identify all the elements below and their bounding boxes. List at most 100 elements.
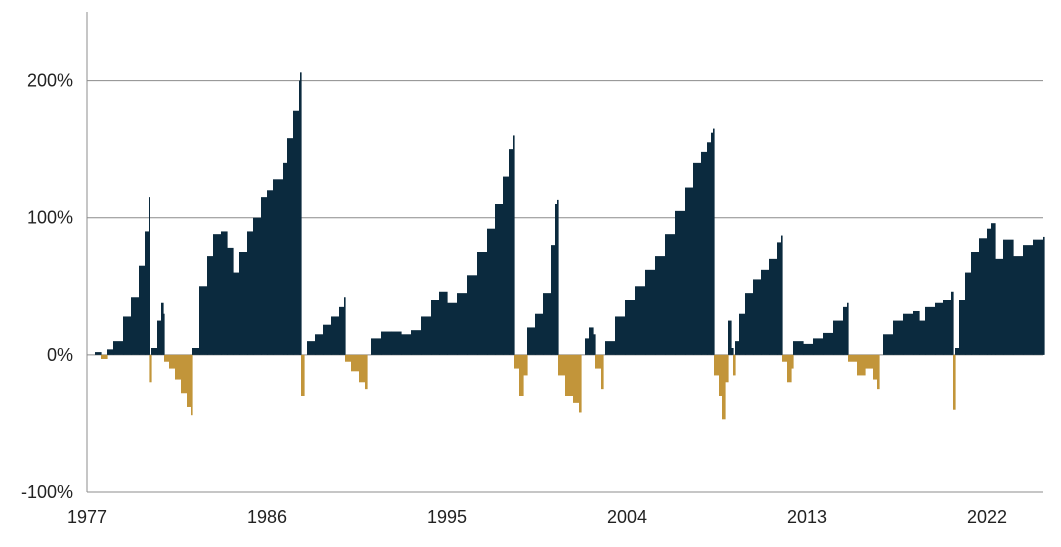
- rally-mark: [955, 348, 960, 355]
- rally-mark: [951, 291, 954, 355]
- rally-mark: [585, 338, 590, 355]
- y-tick-labels: 200% 100% 0% -100%: [21, 71, 73, 502]
- rally-mark: [557, 199, 559, 355]
- rally-mark: [693, 162, 702, 355]
- rally-mark: [847, 302, 849, 355]
- drawdown-mark: [791, 354, 794, 369]
- x-tick-labels: 1977 1986 1995 2004 2013 2022: [67, 507, 1007, 527]
- drawdown-mark: [523, 354, 528, 376]
- rally-mark: [299, 80, 301, 355]
- rally-mark: [139, 265, 146, 355]
- rally-mark: [161, 302, 164, 355]
- rally-mark: [163, 313, 165, 355]
- rally-mark: [199, 286, 208, 355]
- rally-mark: [221, 231, 228, 355]
- rally-mark: [959, 300, 966, 355]
- rally-mark: [543, 293, 552, 355]
- rally-mark: [833, 320, 844, 355]
- rally-mark: [401, 334, 412, 355]
- rally-mark: [593, 334, 596, 355]
- rally-mark: [893, 320, 904, 355]
- rally-mark: [731, 348, 734, 355]
- rally-mark: [261, 197, 268, 355]
- rally-mark: [685, 187, 694, 355]
- rally-mark: [381, 331, 392, 355]
- rally-mark: [655, 256, 666, 355]
- rally-mark: [323, 324, 332, 355]
- drawdown-mark: [579, 354, 582, 413]
- rally-mark: [1043, 236, 1045, 355]
- rally-mark: [555, 204, 558, 355]
- rally-mark: [965, 272, 972, 355]
- rally-mark: [113, 341, 124, 355]
- rally-mark: [157, 320, 162, 355]
- rally-mark: [151, 348, 158, 355]
- y-tick-label: 100%: [27, 208, 73, 228]
- rally-mark: [331, 316, 340, 355]
- rally-mark: [979, 238, 988, 355]
- rally-mark: [411, 330, 422, 355]
- rally-mark: [149, 197, 150, 355]
- rally-mark: [495, 204, 504, 355]
- rally-mark: [95, 352, 102, 355]
- rally-mark: [213, 234, 222, 355]
- area-layer: [95, 72, 1045, 420]
- drawdown-mark: [149, 354, 152, 383]
- rally-mark: [589, 327, 594, 355]
- rally-mark: [761, 269, 770, 355]
- drawdown-mark: [359, 354, 366, 383]
- rally-mark: [535, 313, 544, 355]
- drawdown-mark: [865, 354, 874, 369]
- rally-mark: [551, 245, 556, 355]
- rally-mark: [253, 217, 262, 355]
- drawdown-mark: [558, 354, 566, 376]
- rally-mark: [513, 135, 515, 355]
- rally-mark: [293, 110, 300, 355]
- drawdown-mark: [873, 354, 878, 380]
- drawdown-mark: [345, 354, 352, 362]
- drawdown-mark: [787, 354, 792, 383]
- rally-mark: [239, 252, 248, 355]
- rally-mark: [315, 334, 324, 355]
- drawdown-mark: [601, 354, 604, 390]
- rally-mark: [919, 320, 926, 355]
- rally-mark: [793, 341, 804, 355]
- rally-mark: [665, 234, 676, 355]
- drawdown-mark: [714, 354, 720, 376]
- rally-mark: [1033, 239, 1044, 355]
- rally-mark: [883, 334, 894, 355]
- x-tick-label: 1995: [427, 507, 467, 527]
- rally-mark: [509, 149, 514, 355]
- rally-mark: [307, 341, 316, 355]
- rally-mark: [527, 327, 536, 355]
- rally-mark: [943, 300, 952, 355]
- rally-mark: [823, 332, 834, 355]
- y-tick-label: -100%: [21, 482, 73, 502]
- rally-mark: [925, 306, 936, 355]
- rally-mark: [439, 291, 448, 355]
- rally-mark: [781, 235, 783, 355]
- rally-mark: [267, 190, 274, 355]
- rally-mark: [421, 316, 432, 355]
- drawdown-mark: [519, 354, 524, 396]
- rally-mark: [273, 179, 284, 355]
- x-tick-label: 1977: [67, 507, 107, 527]
- drawdown-mark: [733, 354, 736, 376]
- drawdown-mark: [365, 354, 368, 390]
- rally-mark: [247, 231, 254, 355]
- drawdown-mark: [722, 354, 726, 420]
- rally-mark: [707, 142, 712, 355]
- rally-mark: [777, 242, 782, 355]
- rally-mark: [713, 128, 715, 355]
- drawdown-mark: [514, 354, 520, 369]
- drawdown-mark: [953, 354, 956, 410]
- y-tick-label: 0%: [47, 345, 73, 365]
- rally-mark: [995, 258, 1004, 355]
- rally-mark: [625, 300, 636, 355]
- rally-mark: [227, 247, 234, 355]
- drawdown-mark: [725, 354, 729, 383]
- rally-mark: [645, 269, 656, 355]
- rally-mark: [675, 210, 686, 355]
- rally-mark: [803, 343, 814, 355]
- rally-mark: [123, 316, 132, 355]
